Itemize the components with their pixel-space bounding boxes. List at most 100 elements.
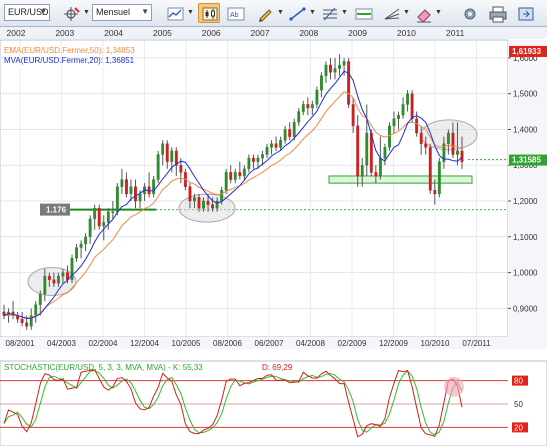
year-label: 2011 xyxy=(446,28,465,38)
candle-body xyxy=(233,172,237,180)
candle-body xyxy=(224,172,228,191)
print-icon xyxy=(489,6,507,23)
print-button[interactable] xyxy=(486,3,508,23)
candle-body xyxy=(242,168,246,177)
x-tick-label: 02/2009 xyxy=(338,339,367,348)
stochastic-d-label: D: 69,29 xyxy=(262,363,293,372)
candle-body xyxy=(47,275,51,280)
candlestick-type-button[interactable] xyxy=(198,3,220,23)
candle-body xyxy=(70,258,74,280)
stochastic-tick-bg xyxy=(512,422,528,433)
symbol-select[interactable]: EUR/USD ▼ xyxy=(4,4,50,21)
support-zone xyxy=(328,175,473,184)
stochastic-tick-bg xyxy=(512,399,528,409)
x-tick-label: 08/2006 xyxy=(213,339,242,348)
eraser-button[interactable] xyxy=(412,3,434,23)
horizontal-line-button[interactable] xyxy=(352,3,374,23)
candle-body xyxy=(374,172,378,177)
candle-body xyxy=(415,118,419,134)
candle-body xyxy=(247,157,251,170)
candle-body xyxy=(383,147,387,159)
chevron-down-icon: ▼ xyxy=(39,7,47,16)
timeframe-select[interactable]: Mensuel ▼ xyxy=(92,4,152,21)
export-icon xyxy=(518,7,534,21)
draw-tools-button[interactable] xyxy=(254,3,276,23)
candle-body xyxy=(174,150,178,166)
x-tick-label: 06/2007 xyxy=(255,339,284,348)
candle-body xyxy=(406,93,410,105)
candle-body xyxy=(279,139,283,148)
candle-body xyxy=(111,211,115,213)
candle-body xyxy=(52,279,56,284)
year-label: 2006 xyxy=(202,28,221,38)
candle-body xyxy=(288,129,292,137)
candle-body xyxy=(433,190,437,195)
mva-line xyxy=(3,70,463,320)
price-chart[interactable]: 2002 2003 2004 2005 2006 2007 2008 2009 2010 2011… xyxy=(0,27,547,447)
stochastic-tick-label: 80 xyxy=(514,377,523,386)
current-price-tag xyxy=(509,154,547,166)
candle-body xyxy=(211,204,215,209)
candle-body xyxy=(202,200,205,209)
candle-body xyxy=(220,190,224,202)
chevron-down-icon[interactable]: ▼ xyxy=(83,9,90,16)
candle-body xyxy=(188,186,192,202)
line-chart-button[interactable] xyxy=(164,3,186,23)
moving-averages-layer xyxy=(3,70,463,320)
chevron-down-icon[interactable]: ▼ xyxy=(187,9,194,16)
crosshair-tool-button[interactable] xyxy=(60,3,82,23)
high-price-tag xyxy=(509,45,547,57)
candle-body xyxy=(193,197,196,202)
candle-body xyxy=(297,111,301,123)
chevron-down-icon[interactable]: ▼ xyxy=(309,9,316,16)
candle-body xyxy=(61,272,65,277)
year-label: 2004 xyxy=(104,28,123,38)
year-label: 2005 xyxy=(153,28,172,38)
crosshair-icon xyxy=(64,7,80,21)
candle-body xyxy=(165,143,169,162)
candle-body xyxy=(324,64,328,76)
eraser-icon xyxy=(417,9,431,23)
y-tick-label: 1,0000 xyxy=(513,269,538,278)
chevron-down-icon[interactable]: ▼ xyxy=(277,9,284,16)
candle-body xyxy=(333,68,337,73)
candle-body xyxy=(378,157,382,177)
candle-body xyxy=(206,200,210,205)
candle-body xyxy=(106,211,110,223)
candle-body xyxy=(347,61,351,105)
candle-body xyxy=(451,132,455,155)
candle-body xyxy=(102,222,106,227)
candle-body xyxy=(424,143,428,148)
candle-body xyxy=(342,61,346,66)
y-axis-background xyxy=(508,40,547,337)
candle-body xyxy=(265,147,269,155)
chevron-down-icon[interactable]: ▼ xyxy=(435,9,442,16)
chart-area[interactable]: 2002 2003 2004 2005 2006 2007 2008 2009 2010 2011… xyxy=(0,27,547,447)
x-tick-label: 12/2009 xyxy=(379,339,408,348)
indicators-button[interactable]: Ab xyxy=(224,3,246,23)
candle-body xyxy=(456,150,459,155)
candle-body xyxy=(25,322,29,327)
candle-body xyxy=(392,118,396,127)
chevron-down-icon[interactable]: ▼ xyxy=(341,9,348,16)
fan-tool-button[interactable] xyxy=(380,3,402,23)
fibonacci-tool-button[interactable] xyxy=(318,3,340,23)
settings-button[interactable] xyxy=(458,3,480,23)
candle-body xyxy=(197,197,201,209)
trend-line-button[interactable] xyxy=(286,3,308,23)
x-tick-label: 08/2001 xyxy=(6,339,35,348)
axes-layer: 1,6000 1,5000 1,4000 1,3000 1,2000 1,1000 1,00… xyxy=(0,40,547,349)
candle-body xyxy=(360,165,364,177)
export-button[interactable] xyxy=(514,3,536,23)
candle-body xyxy=(170,150,174,162)
candle-body xyxy=(274,143,278,148)
level-tag xyxy=(40,203,70,216)
year-label: 2002 xyxy=(7,28,26,38)
chevron-down-icon[interactable]: ▼ xyxy=(403,9,410,16)
candle-body xyxy=(88,218,92,238)
stochastic-legend: STOCHASTIC(EUR/USD, 5, 3, 3, MVA, MVA) -… xyxy=(4,363,203,372)
candle-body xyxy=(460,150,464,162)
candle-body xyxy=(120,179,124,187)
x-tick-label: 04/2008 xyxy=(296,339,325,348)
y-tick-label: 0,9000 xyxy=(513,304,538,313)
